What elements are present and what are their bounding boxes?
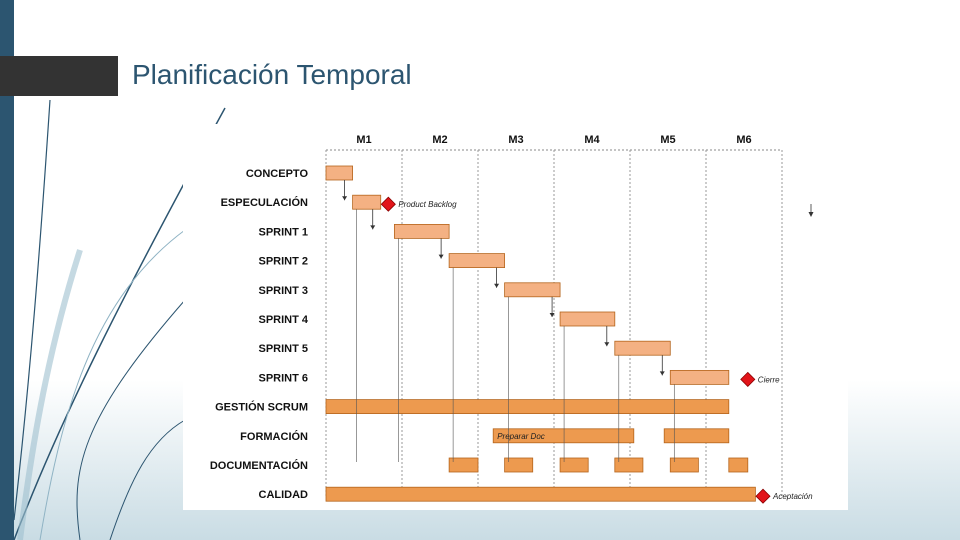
gantt-svg: M1 M2 M3 M4 M5 M6 CONCEPTO ESPECULACIÓN SPRINT 1… bbox=[210, 134, 814, 504]
task-label: SPRINT 5 bbox=[258, 343, 308, 355]
milestone-diamond bbox=[380, 196, 396, 212]
task-bar bbox=[448, 457, 479, 473]
annotation-label: Preparar Doc bbox=[497, 432, 545, 441]
month-label: M1 bbox=[356, 134, 371, 146]
title-tab-shape bbox=[0, 56, 118, 96]
task-bar bbox=[504, 457, 534, 473]
task-label: DOCUMENTACIÓN bbox=[210, 459, 308, 472]
milestone-label: Cierre bbox=[758, 375, 780, 384]
task-label: SPRINT 2 bbox=[258, 256, 308, 268]
dependency-arrow bbox=[438, 254, 444, 259]
task-bar bbox=[559, 457, 589, 473]
month-label: M2 bbox=[432, 134, 447, 146]
task-bar bbox=[504, 282, 561, 298]
task-label: SPRINT 1 bbox=[258, 226, 308, 238]
task-bar bbox=[325, 486, 756, 502]
milestone-label: Aceptación bbox=[772, 492, 813, 501]
dependency-arrow bbox=[494, 283, 500, 288]
task-bar bbox=[448, 253, 505, 269]
month-label: M3 bbox=[508, 134, 523, 146]
task-bar bbox=[325, 399, 730, 415]
task-bar bbox=[325, 165, 354, 181]
task-bar bbox=[663, 428, 730, 444]
dependency-arrow bbox=[659, 371, 665, 376]
left-accent-bar bbox=[0, 0, 14, 540]
task-bar bbox=[614, 457, 644, 473]
task-label: GESTIÓN SCRUM bbox=[215, 401, 308, 414]
slide-title: Planificación Temporal bbox=[132, 59, 412, 90]
task-bar bbox=[393, 224, 450, 239]
milestone-diamond bbox=[740, 371, 756, 387]
month-label: M5 bbox=[660, 134, 675, 146]
task-bar bbox=[728, 457, 749, 473]
stray-arrow-head bbox=[808, 212, 814, 217]
task-bar bbox=[614, 340, 671, 356]
milestone-label: Product Backlog bbox=[398, 200, 457, 209]
task-label: SPRINT 6 bbox=[258, 372, 308, 384]
milestone-diamond bbox=[755, 488, 771, 504]
task-bar bbox=[669, 369, 730, 385]
task-bar bbox=[669, 457, 699, 473]
task-label: SPRINT 4 bbox=[258, 314, 308, 326]
gantt-chart: M1 M2 M3 M4 M5 M6 CONCEPTO ESPECULACIÓN SPRINT 1… bbox=[183, 124, 848, 510]
month-label: M6 bbox=[736, 134, 751, 146]
dependency-arrow bbox=[342, 196, 348, 201]
task-bar bbox=[492, 428, 635, 444]
dependency-arrow bbox=[370, 225, 376, 230]
task-label: CONCEPTO bbox=[246, 168, 309, 180]
task-label: CALIDAD bbox=[259, 489, 309, 501]
task-label: SPRINT 3 bbox=[258, 285, 308, 297]
dependency-arrow bbox=[604, 342, 610, 347]
task-label: ESPECULACIÓN bbox=[221, 196, 308, 209]
task-bar bbox=[352, 194, 382, 210]
month-label: M4 bbox=[584, 134, 600, 146]
task-label: FORMACIÓN bbox=[240, 430, 308, 443]
dependency-arrow bbox=[549, 313, 555, 317]
task-bar bbox=[559, 311, 616, 327]
